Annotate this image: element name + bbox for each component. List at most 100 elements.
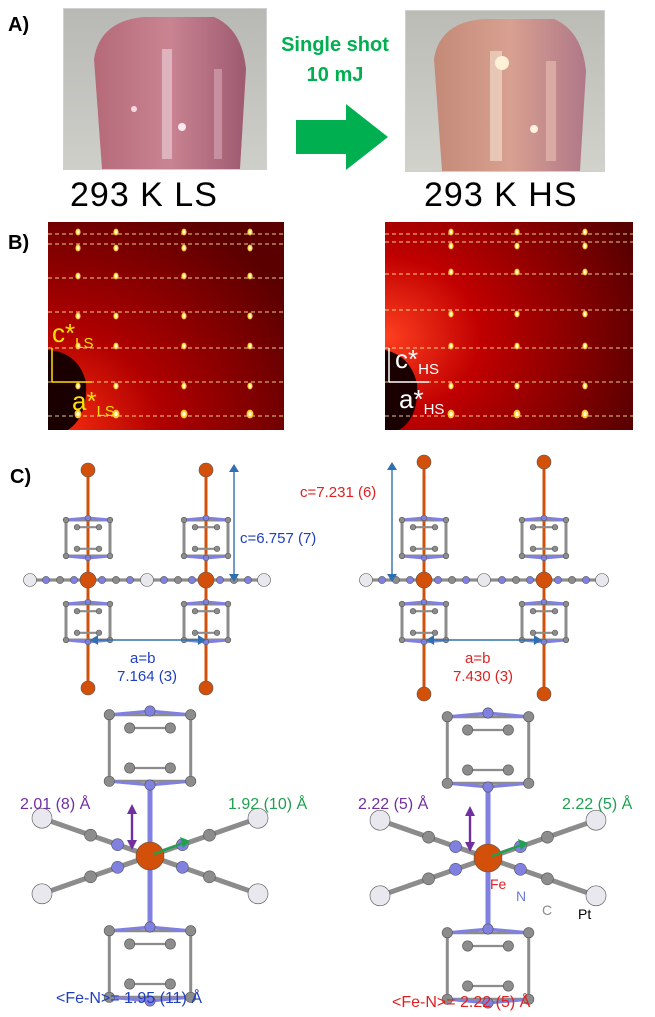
cyano-atom: [568, 576, 576, 584]
carbon-atom: [84, 870, 97, 884]
bromine-atom: [536, 454, 552, 470]
nitrogen-atom: [84, 638, 92, 646]
carbon-atom: [103, 709, 115, 721]
crystal-photo-hs-image: [406, 11, 604, 171]
carbon-atom: [541, 872, 554, 886]
lower-ligand-bond: [204, 638, 230, 644]
platinum-atom: [595, 573, 609, 587]
carbon-atom: [203, 870, 216, 884]
bragg-reflection-core: [114, 314, 118, 318]
carbon-atom: [180, 552, 188, 560]
carbon-atom: [518, 552, 526, 560]
carbon-atom: [398, 636, 406, 644]
diffraction-pattern-ls: [48, 222, 284, 430]
bromine-atom: [416, 454, 432, 470]
single-shot-line2: 10 mJ: [306, 64, 364, 86]
bragg-reflection-core: [248, 384, 252, 388]
ls-equatorial-distance: 1.92 (10) Å: [228, 796, 308, 813]
nitrogen-atom: [144, 921, 156, 933]
equatorial-distance-arrowhead: [518, 839, 528, 850]
ab-axis-arrowhead-hs: [426, 635, 434, 645]
nitrogen-atom: [420, 514, 428, 522]
bragg-reflection-core: [114, 246, 118, 250]
nitrogen-atom: [449, 840, 462, 853]
carbon-atom: [95, 545, 103, 552]
bragg-reflection-core: [182, 246, 186, 250]
bragg-reflection-core: [449, 344, 453, 348]
ls-ab-label: a=b: [130, 650, 156, 667]
bragg-reflection-core: [515, 411, 519, 417]
cyano-atom: [42, 576, 50, 584]
crystal-photo-hs: [405, 10, 605, 172]
carbon-atom: [409, 524, 417, 531]
nitrogen-atom: [540, 554, 548, 562]
carbon-atom: [164, 762, 176, 774]
carbon-atom: [185, 775, 197, 787]
axial-lower-ligand-bond: [107, 995, 152, 1003]
platinum-atom: [23, 573, 37, 587]
carbon-atom: [523, 993, 535, 1005]
carbon-atom: [551, 629, 559, 636]
bragg-reflection-core: [114, 230, 118, 234]
carbon-atom: [409, 545, 417, 552]
equatorial-distance-arrowhead: [180, 837, 190, 848]
carbon-atom: [562, 552, 570, 560]
hs-equatorial-distance: 2.22 (5) Å: [562, 796, 633, 813]
panel-b-label: B): [8, 232, 30, 254]
carbon-atom: [422, 872, 435, 886]
cyano-atom: [448, 576, 456, 584]
platinum-atom: [369, 809, 391, 831]
bragg-reflection-core: [114, 274, 118, 278]
bragg-reflection-core: [248, 344, 252, 348]
upper-ligand-bond: [204, 554, 230, 560]
carbon-atom: [431, 608, 439, 615]
crystal-structure-figure: [23, 454, 609, 1009]
bragg-reflection-core: [515, 270, 519, 274]
legend-n: N: [516, 888, 527, 904]
bromine-atom: [198, 462, 214, 478]
platinum-atom: [585, 885, 607, 907]
carbon-atom: [224, 636, 232, 644]
diffraction-image-ls: c*LS a*LS: [48, 222, 284, 430]
bragg-reflection-core: [76, 230, 80, 234]
axial-lower-ligand-bond: [445, 997, 490, 1005]
nitrogen-atom: [482, 707, 494, 719]
carbon-atom: [224, 552, 232, 560]
bragg-reflection-core: [515, 312, 519, 316]
c-star-hs-symbol: c*: [395, 344, 419, 374]
legend-fe: Fe: [490, 876, 507, 892]
hs-axial-distance: 2.22 (5) Å: [358, 796, 429, 813]
single-shot-label: Single shot 10 mJ: [262, 30, 408, 90]
hs-ab-value: 7.430 (3): [453, 668, 514, 685]
axial-distance-arrowhead: [465, 842, 475, 852]
cyano-atom: [244, 576, 252, 584]
carbon-atom: [73, 545, 81, 552]
cyano-atom: [56, 576, 64, 584]
nitrogen-atom: [449, 863, 462, 876]
nitrogen-atom: [111, 861, 124, 874]
cyano-atom: [406, 576, 414, 584]
carbon-atom: [224, 516, 232, 524]
crystal-photo-ls-image: [64, 9, 266, 169]
bragg-reflection-core: [515, 344, 519, 348]
carbon-atom: [224, 600, 232, 608]
bragg-reflection-core: [449, 384, 453, 388]
bragg-reflection-core: [182, 384, 186, 388]
carbon-atom: [95, 524, 103, 531]
upper-ligand-bond: [400, 554, 426, 560]
c-star-ls: c*LS: [52, 318, 93, 352]
carbon-atom: [398, 516, 406, 524]
nitrogen-atom: [84, 598, 92, 606]
bragg-reflection-core: [182, 230, 186, 234]
cyano-atom: [512, 576, 520, 584]
carbon-atom: [502, 940, 514, 952]
a-star-hs-sub: HS: [423, 401, 445, 419]
bragg-reflection-core: [515, 384, 519, 388]
equatorial-distance-arrow: [491, 842, 525, 858]
bragg-reflection-core: [182, 411, 186, 417]
carbon-atom: [462, 724, 474, 736]
bromine-atom: [80, 680, 96, 696]
carbon-atom: [185, 991, 197, 1003]
carbon-atom: [502, 764, 514, 776]
platinum-atom: [257, 573, 271, 587]
